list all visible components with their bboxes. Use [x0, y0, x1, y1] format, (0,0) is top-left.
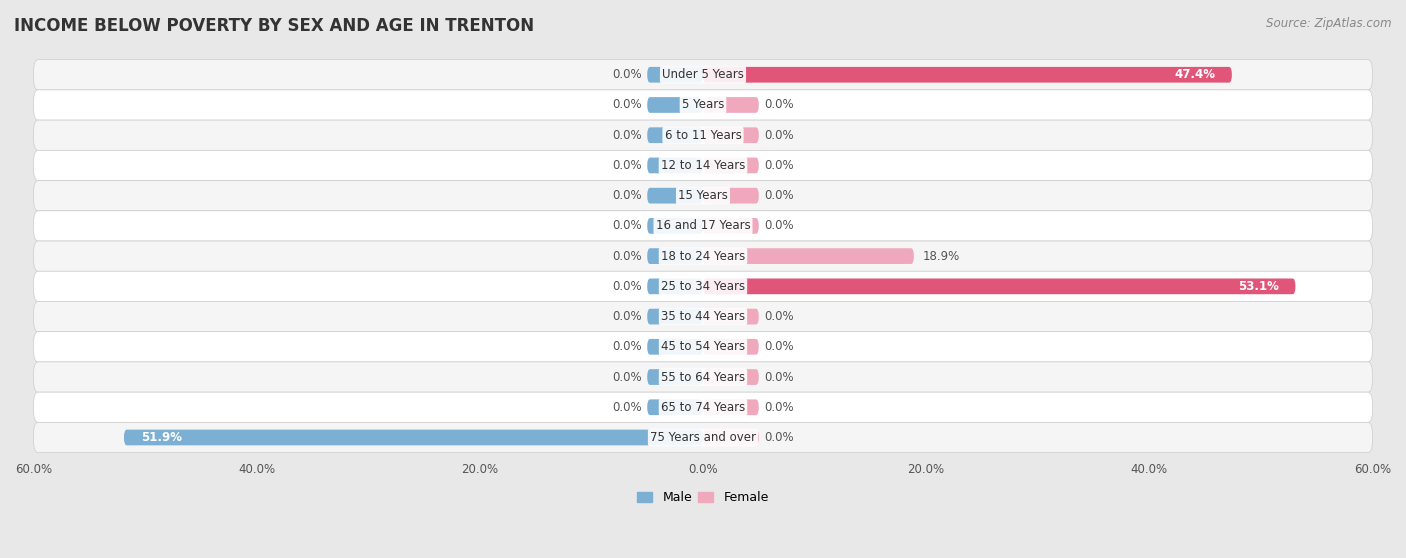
FancyBboxPatch shape [647, 67, 703, 83]
FancyBboxPatch shape [34, 150, 1372, 181]
FancyBboxPatch shape [34, 211, 1372, 241]
Text: 0.0%: 0.0% [612, 98, 641, 112]
Text: 0.0%: 0.0% [765, 98, 794, 112]
FancyBboxPatch shape [703, 369, 759, 385]
FancyBboxPatch shape [703, 430, 759, 445]
Text: 0.0%: 0.0% [765, 219, 794, 232]
FancyBboxPatch shape [703, 339, 759, 355]
FancyBboxPatch shape [34, 90, 1372, 120]
FancyBboxPatch shape [703, 127, 759, 143]
Legend: Male, Female: Male, Female [633, 486, 773, 509]
FancyBboxPatch shape [703, 400, 759, 415]
Text: 0.0%: 0.0% [765, 159, 794, 172]
FancyBboxPatch shape [647, 188, 703, 204]
Text: 12 to 14 Years: 12 to 14 Years [661, 159, 745, 172]
Text: 0.0%: 0.0% [765, 431, 794, 444]
FancyBboxPatch shape [34, 422, 1372, 453]
Text: 0.0%: 0.0% [612, 340, 641, 353]
FancyBboxPatch shape [647, 400, 703, 415]
FancyBboxPatch shape [647, 157, 703, 174]
Text: 0.0%: 0.0% [612, 219, 641, 232]
Text: 0.0%: 0.0% [765, 401, 794, 414]
Text: 0.0%: 0.0% [612, 159, 641, 172]
Text: 0.0%: 0.0% [765, 340, 794, 353]
FancyBboxPatch shape [124, 430, 703, 445]
FancyBboxPatch shape [34, 120, 1372, 150]
FancyBboxPatch shape [34, 331, 1372, 362]
FancyBboxPatch shape [647, 278, 703, 294]
Text: 0.0%: 0.0% [612, 371, 641, 383]
Text: 55 to 64 Years: 55 to 64 Years [661, 371, 745, 383]
FancyBboxPatch shape [703, 248, 914, 264]
FancyBboxPatch shape [34, 392, 1372, 422]
Text: 0.0%: 0.0% [612, 249, 641, 263]
Text: 65 to 74 Years: 65 to 74 Years [661, 401, 745, 414]
Text: 0.0%: 0.0% [765, 129, 794, 142]
FancyBboxPatch shape [34, 241, 1372, 271]
FancyBboxPatch shape [703, 157, 759, 174]
FancyBboxPatch shape [34, 60, 1372, 90]
Text: 45 to 54 Years: 45 to 54 Years [661, 340, 745, 353]
FancyBboxPatch shape [703, 218, 759, 234]
FancyBboxPatch shape [703, 188, 759, 204]
Text: 0.0%: 0.0% [765, 189, 794, 202]
Text: 53.1%: 53.1% [1237, 280, 1278, 293]
FancyBboxPatch shape [703, 67, 1232, 83]
FancyBboxPatch shape [703, 278, 1295, 294]
FancyBboxPatch shape [34, 181, 1372, 211]
Text: 18 to 24 Years: 18 to 24 Years [661, 249, 745, 263]
Text: 51.9%: 51.9% [141, 431, 181, 444]
Text: 0.0%: 0.0% [612, 280, 641, 293]
FancyBboxPatch shape [703, 97, 759, 113]
FancyBboxPatch shape [647, 248, 703, 264]
Text: 35 to 44 Years: 35 to 44 Years [661, 310, 745, 323]
Text: INCOME BELOW POVERTY BY SEX AND AGE IN TRENTON: INCOME BELOW POVERTY BY SEX AND AGE IN T… [14, 17, 534, 35]
Text: 0.0%: 0.0% [612, 129, 641, 142]
Text: 15 Years: 15 Years [678, 189, 728, 202]
FancyBboxPatch shape [34, 362, 1372, 392]
FancyBboxPatch shape [34, 301, 1372, 331]
Text: 0.0%: 0.0% [612, 68, 641, 81]
Text: 0.0%: 0.0% [765, 310, 794, 323]
FancyBboxPatch shape [647, 369, 703, 385]
FancyBboxPatch shape [647, 309, 703, 324]
FancyBboxPatch shape [703, 309, 759, 324]
Text: 0.0%: 0.0% [612, 401, 641, 414]
Text: 6 to 11 Years: 6 to 11 Years [665, 129, 741, 142]
Text: 16 and 17 Years: 16 and 17 Years [655, 219, 751, 232]
FancyBboxPatch shape [647, 339, 703, 355]
Text: 0.0%: 0.0% [612, 310, 641, 323]
Text: Under 5 Years: Under 5 Years [662, 68, 744, 81]
Text: Source: ZipAtlas.com: Source: ZipAtlas.com [1267, 17, 1392, 30]
Text: 5 Years: 5 Years [682, 98, 724, 112]
FancyBboxPatch shape [34, 271, 1372, 301]
Text: 47.4%: 47.4% [1174, 68, 1215, 81]
FancyBboxPatch shape [647, 97, 703, 113]
Text: 25 to 34 Years: 25 to 34 Years [661, 280, 745, 293]
FancyBboxPatch shape [647, 218, 703, 234]
Text: 0.0%: 0.0% [612, 189, 641, 202]
FancyBboxPatch shape [647, 127, 703, 143]
Text: 0.0%: 0.0% [765, 371, 794, 383]
Text: 75 Years and over: 75 Years and over [650, 431, 756, 444]
Text: 18.9%: 18.9% [922, 249, 960, 263]
